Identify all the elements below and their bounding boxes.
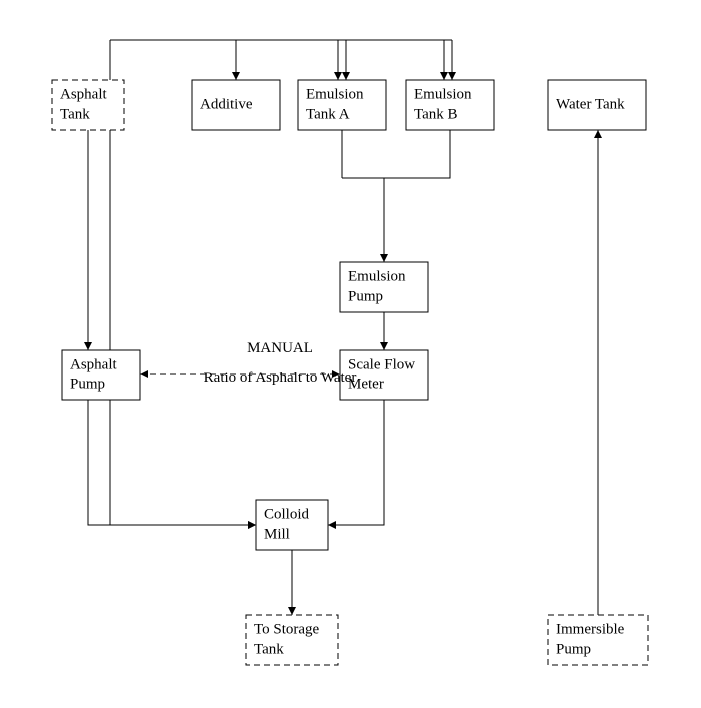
node-emulsion_a-label-1: Tank A bbox=[306, 106, 350, 122]
node-asphalt_pump-label-0: Asphalt bbox=[70, 356, 117, 372]
node-emulsion_b-label-0: Emulsion bbox=[414, 86, 472, 102]
node-asphalt_pump: Asphalt Pump bbox=[62, 350, 140, 400]
node-asphalt_tank: Asphalt Tank bbox=[52, 80, 124, 130]
node-colloid_mill-label-1: Mill bbox=[264, 526, 290, 542]
node-emulsion_a-label-0: Emulsion bbox=[306, 86, 364, 102]
node-storage_tank-label-0: To Storage bbox=[254, 621, 320, 637]
annotation-ratio: Ratio of Asphalt to Water bbox=[204, 370, 357, 386]
node-emulsion_b: Emulsion Tank B bbox=[406, 80, 494, 130]
node-water_tank: Water Tank bbox=[548, 80, 646, 130]
node-asphalt_tank-label-1: Tank bbox=[60, 106, 90, 122]
node-immersible_pump-label-0: Immersible bbox=[556, 621, 625, 637]
node-emulsion_pump-label-1: Pump bbox=[348, 288, 383, 304]
node-emulsion_pump-label-0: Emulsion bbox=[348, 268, 406, 284]
node-asphalt_pump-label-1: Pump bbox=[70, 376, 105, 392]
node-additive-label: Additive bbox=[200, 96, 253, 112]
node-emulsion_a: Emulsion Tank A bbox=[298, 80, 386, 130]
node-storage_tank-label-1: Tank bbox=[254, 641, 284, 657]
node-asphalt_tank-label-0: Asphalt bbox=[60, 86, 107, 102]
annotation-manual: MANUAL bbox=[247, 340, 313, 356]
node-water_tank-label: Water Tank bbox=[556, 96, 625, 112]
node-storage_tank: To Storage Tank bbox=[246, 615, 338, 665]
node-immersible_pump-label-1: Pump bbox=[556, 641, 591, 657]
node-colloid_mill: Colloid Mill bbox=[256, 500, 328, 550]
node-emulsion_b-label-1: Tank B bbox=[414, 106, 458, 122]
node-immersible_pump: Immersible Pump bbox=[548, 615, 648, 665]
flowchart-diagram: AsphaltTankAdditiveEmulsionTank AEmulsio… bbox=[0, 0, 701, 708]
node-scale_flow-label-0: Scale Flow bbox=[348, 356, 415, 372]
node-emulsion_pump: Emulsion Pump bbox=[340, 262, 428, 312]
node-colloid_mill-label-0: Colloid bbox=[264, 506, 310, 522]
node-additive: Additive bbox=[192, 80, 280, 130]
